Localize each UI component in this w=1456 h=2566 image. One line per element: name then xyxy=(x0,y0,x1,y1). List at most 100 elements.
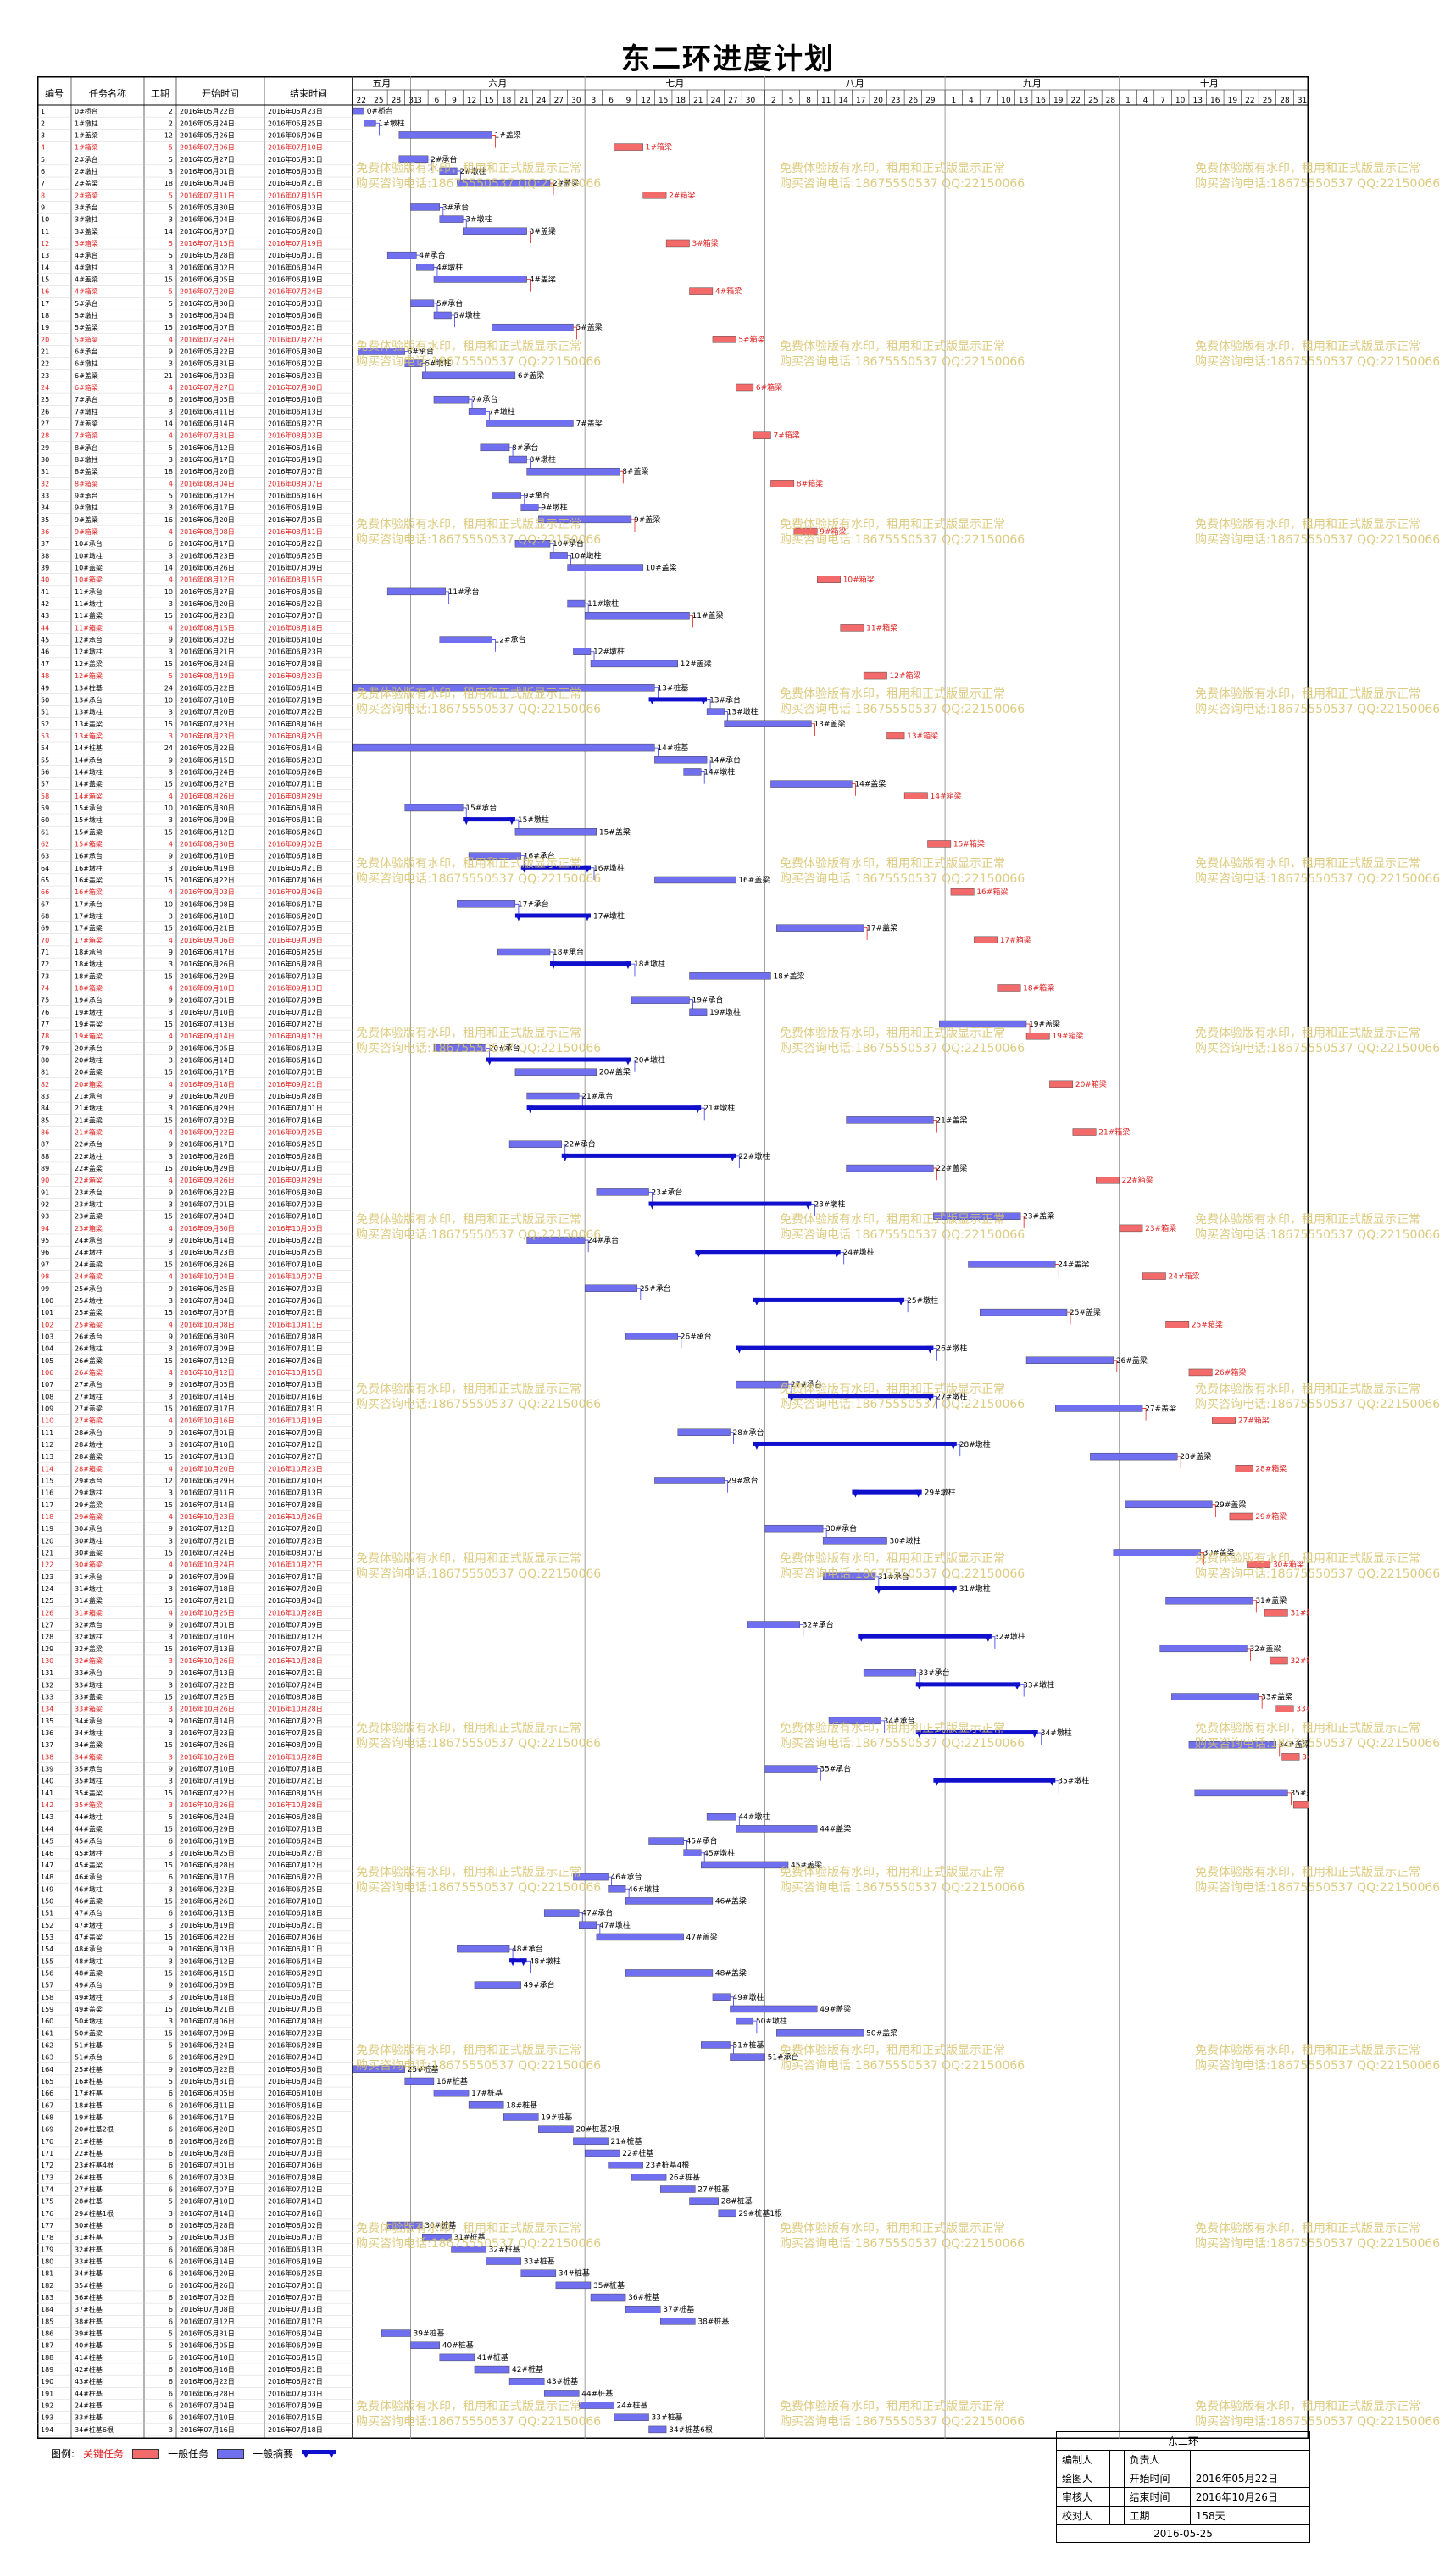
task-end: 2016年06月18日 xyxy=(268,852,323,860)
task-id: 114 xyxy=(41,1465,53,1472)
task-start: 2016年06月23日 xyxy=(180,611,235,620)
task-start: 2016年06月11日 xyxy=(180,2101,235,2109)
dependency-link xyxy=(526,231,531,243)
task-name: 19#箱梁 xyxy=(75,1032,103,1040)
column-header-id: 编号 xyxy=(45,87,64,99)
task-bar-label: 33#墩柱 xyxy=(1023,1679,1054,1689)
task-id: 193 xyxy=(41,2414,53,2422)
task-bar xyxy=(520,2269,557,2277)
task-end: 2016年06月01日 xyxy=(268,251,323,259)
dependency-link xyxy=(404,351,409,364)
summary-start-marker xyxy=(788,1394,796,1402)
task-id: 140 xyxy=(41,1778,53,1785)
task-name: 34#桩基6根 xyxy=(75,2425,114,2434)
task-duration: 15 xyxy=(164,925,173,932)
task-bar-label: 34#桩基6根 xyxy=(669,2424,713,2435)
task-id: 25 xyxy=(41,396,49,404)
task-duration: 4 xyxy=(169,1177,173,1184)
task-bar-label: 19#墩柱 xyxy=(709,1007,741,1017)
task-id: 14 xyxy=(41,264,49,271)
dependency-link xyxy=(677,1336,682,1349)
task-end: 2016年06月16日 xyxy=(268,492,323,500)
task-id: 156 xyxy=(41,1969,53,1977)
day-label: 14 xyxy=(838,97,848,105)
task-start: 2016年07月10日 xyxy=(180,695,235,704)
task-name: 25#箱梁 xyxy=(75,1320,103,1328)
task-name: 1#墩柱 xyxy=(75,119,98,127)
task-end: 2016年07月13日 xyxy=(268,2305,323,2313)
task-name: 35#箱梁 xyxy=(75,1801,103,1809)
task-end: 2016年07月10日 xyxy=(268,1260,323,1268)
task-name: 41#桩基 xyxy=(75,2353,103,2362)
task-duration: 15 xyxy=(164,1453,173,1461)
task-bar xyxy=(1171,1693,1259,1700)
summary-end-marker xyxy=(897,1297,905,1305)
task-id: 72 xyxy=(41,960,49,968)
task-id: 141 xyxy=(41,1790,53,1797)
task-end: 2016年07月12日 xyxy=(268,1440,323,1449)
task-bar-label: 34#墩柱 xyxy=(1041,1728,1072,1738)
task-duration: 3 xyxy=(169,1957,173,1965)
task-end: 2016年07月11日 xyxy=(268,1344,323,1353)
task-end: 2016年06月18日 xyxy=(268,1909,323,1918)
task-bar-label: 21#箱梁 xyxy=(1098,1127,1130,1138)
task-start: 2016年09月06日 xyxy=(180,936,235,944)
task-bar-label: 33#桩基 xyxy=(652,2413,683,2423)
task-end: 2016年10月07日 xyxy=(268,1272,323,1281)
task-end: 2016年06月19日 xyxy=(268,275,323,283)
task-start: 2016年06月10日 xyxy=(180,852,235,860)
task-name: 27#箱梁 xyxy=(75,1417,103,1425)
task-duration: 9 xyxy=(169,1188,173,1196)
task-bar xyxy=(776,2029,864,2037)
task-bar xyxy=(404,804,464,812)
task-end: 2016年07月19日 xyxy=(268,695,323,704)
critical-task-bar xyxy=(840,624,864,632)
task-end: 2016年07月23日 xyxy=(268,1536,323,1545)
critical-task-bar xyxy=(1270,1656,1288,1665)
task-bar-label: 46#承台 xyxy=(611,1872,642,1882)
task-duration: 15 xyxy=(164,1069,173,1077)
task-bar-label: 15#箱梁 xyxy=(953,838,985,849)
dependency-link xyxy=(585,603,589,616)
task-name: 6#盖梁 xyxy=(75,371,98,380)
task-start: 2016年07月25日 xyxy=(180,1693,235,1701)
task-bar-label: 23#桩基4根 xyxy=(646,2160,690,2170)
task-start: 2016年06月27日 xyxy=(180,780,235,788)
task-name: 4#墩柱 xyxy=(75,263,98,271)
task-start: 2016年08月08日 xyxy=(180,527,235,536)
task-bar xyxy=(683,768,702,776)
dependency-link xyxy=(799,1624,804,1637)
critical-task-bar xyxy=(1142,1272,1166,1280)
task-id: 152 xyxy=(41,1922,53,1929)
task-bar-label: 27#墩柱 xyxy=(936,1391,967,1401)
task-id: 146 xyxy=(41,1850,53,1857)
task-start: 2016年06月03日 xyxy=(180,1945,235,1953)
task-end: 2016年06月25日 xyxy=(268,2269,323,2278)
task-duration: 3 xyxy=(169,312,173,320)
day-label: 10 xyxy=(1001,97,1011,105)
task-id: 123 xyxy=(41,1573,53,1581)
task-bar xyxy=(439,215,464,223)
task-bar xyxy=(747,1621,800,1628)
task-name: 18#桩基 xyxy=(75,2101,103,2109)
task-end: 2016年07月16日 xyxy=(268,2209,323,2218)
task-duration: 9 xyxy=(169,756,173,764)
task-bar-label: 20#桩基2根 xyxy=(575,2124,620,2135)
task-name: 14#盖梁 xyxy=(75,780,103,788)
task-id: 135 xyxy=(41,1717,53,1725)
task-bar-label: 27#承台 xyxy=(791,1379,822,1389)
dependency-link xyxy=(416,254,420,268)
critical-task-bar xyxy=(1275,1705,1294,1712)
task-duration: 4 xyxy=(169,1273,173,1281)
dependency-link xyxy=(591,651,595,664)
dependency-link xyxy=(526,459,531,472)
task-id: 51 xyxy=(41,709,49,716)
task-id: 100 xyxy=(41,1297,53,1305)
task-name: 40#桩基 xyxy=(75,2341,103,2350)
task-bar-label: 5#承台 xyxy=(436,298,463,309)
task-name: 35#盖梁 xyxy=(75,1789,103,1797)
task-id: 142 xyxy=(41,1801,53,1809)
task-duration: 3 xyxy=(169,600,173,608)
task-name: 14#桩基 xyxy=(75,743,103,752)
